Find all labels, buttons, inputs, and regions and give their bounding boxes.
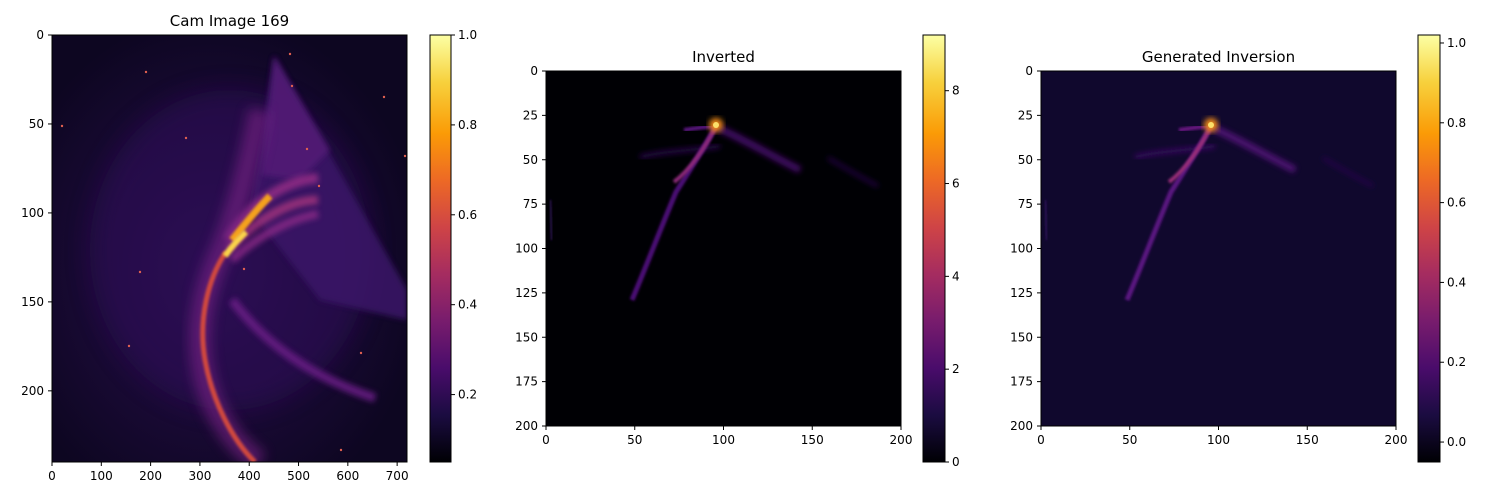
x-tick-label: 400: [238, 469, 261, 483]
x-tick-label: 0: [1037, 433, 1045, 447]
x-tick-label: 50: [1122, 433, 1137, 447]
panel-1-colorbar: [430, 35, 451, 462]
y-tick-label: 0: [1025, 64, 1033, 78]
y-tick-label: 75: [523, 197, 538, 211]
panel-cam-image: Cam Image 169: [21, 12, 477, 483]
x-tick-label: 300: [188, 469, 211, 483]
y-tick-label: 175: [1010, 375, 1033, 389]
y-tick-label: 0: [530, 64, 538, 78]
x-tick-label: 100: [712, 433, 735, 447]
panel-3-axes: 0 50 100 150 200 0 25 50 75 100 125 150 175 200: [1010, 64, 1407, 447]
y-tick-label: 125: [1010, 286, 1033, 300]
colorbar-tick-label: 0.6: [458, 208, 477, 222]
y-tick-label: 150: [515, 330, 538, 344]
generated-inversion-heatmap: [1041, 71, 1396, 426]
y-tick-label: 100: [1010, 242, 1033, 256]
x-tick-label: 150: [1296, 433, 1319, 447]
panel-inverted: Inverted 0 50 100 150 200 0 25 50 75 100 125 150 175…: [515, 34, 960, 469]
panel-2-title: Inverted: [692, 48, 755, 66]
x-tick-label: 200: [1385, 433, 1408, 447]
panel-1-title: Cam Image 169: [170, 12, 289, 30]
panel-3-title: Generated Inversion: [1142, 48, 1295, 66]
colorbar-tick-label: 2: [952, 362, 960, 376]
y-tick-label: 150: [21, 295, 44, 309]
colorbar-tick-label: 0: [952, 455, 960, 469]
y-tick-label: 25: [1018, 108, 1033, 122]
y-tick-label: 200: [21, 384, 44, 398]
colorbar-tick-label: 8: [952, 84, 960, 98]
panel-2-axes: 0 50 100 150 200 0 25 50 75 100 125 150 175 200: [515, 64, 912, 447]
x-tick-label: 150: [801, 433, 824, 447]
panel-2-colorbar: [923, 35, 945, 462]
x-tick-label: 100: [1207, 433, 1230, 447]
x-tick-label: 700: [386, 469, 409, 483]
colorbar-tick-label: 0.0: [1447, 435, 1466, 449]
x-tick-label: 500: [287, 469, 310, 483]
y-tick-label: 50: [523, 153, 538, 167]
colorbar-tick-label: 0.6: [1447, 196, 1466, 210]
colorbar-tick-label: 0.8: [458, 118, 477, 132]
colorbar-tick-label: 0.4: [1447, 275, 1466, 289]
y-tick-label: 200: [1010, 419, 1033, 433]
y-tick-label: 50: [29, 117, 44, 131]
colorbar-tick-label: 0.2: [458, 388, 477, 402]
panel-1-axes: 0 100 200 300 400 500 600 700 0 50 100 150 200: [21, 28, 408, 483]
y-tick-label: 100: [515, 242, 538, 256]
panel-3-colorbar: [1418, 35, 1440, 462]
x-tick-label: 0: [542, 433, 550, 447]
y-tick-label: 175: [515, 375, 538, 389]
colorbar-tick-label: 1.0: [1447, 36, 1466, 50]
y-tick-label: 100: [21, 206, 44, 220]
x-tick-label: 200: [139, 469, 162, 483]
x-tick-label: 50: [627, 433, 642, 447]
colorbar-tick-label: 0.8: [1447, 116, 1466, 130]
cam-image-heatmap: [52, 35, 407, 462]
colorbar-tick-label: 4: [952, 269, 960, 283]
x-tick-label: 600: [336, 469, 359, 483]
inverted-heatmap: [546, 71, 901, 426]
panel-2-colorbar-ticks: 0 2 4 6 8: [945, 84, 960, 469]
colorbar-tick-label: 6: [952, 177, 960, 191]
y-tick-label: 50: [1018, 153, 1033, 167]
colorbar-tick-label: 1.0: [458, 28, 477, 42]
x-tick-label: 0: [48, 469, 56, 483]
y-tick-label: 0: [36, 28, 44, 42]
x-tick-label: 100: [90, 469, 113, 483]
x-tick-label: 200: [890, 433, 913, 447]
panel-generated-inversion: Generated Inversion 0 50 100 150 200 0 25 50 75 1…: [1010, 34, 1466, 463]
y-tick-label: 200: [515, 419, 538, 433]
panel-3-colorbar-ticks: 0.0 0.2 0.4 0.6 0.8 1.0: [1440, 36, 1466, 449]
y-tick-label: 125: [515, 286, 538, 300]
colorbar-tick-label: 0.2: [1447, 355, 1466, 369]
y-tick-label: 150: [1010, 330, 1033, 344]
y-tick-label: 25: [523, 108, 538, 122]
panel-1-frame: [51, 34, 408, 463]
colorbar-tick-label: 0.4: [458, 298, 477, 312]
y-tick-label: 75: [1018, 197, 1033, 211]
panel-1-colorbar-ticks: 0.2 0.4 0.6 0.8 1.0: [451, 28, 477, 402]
